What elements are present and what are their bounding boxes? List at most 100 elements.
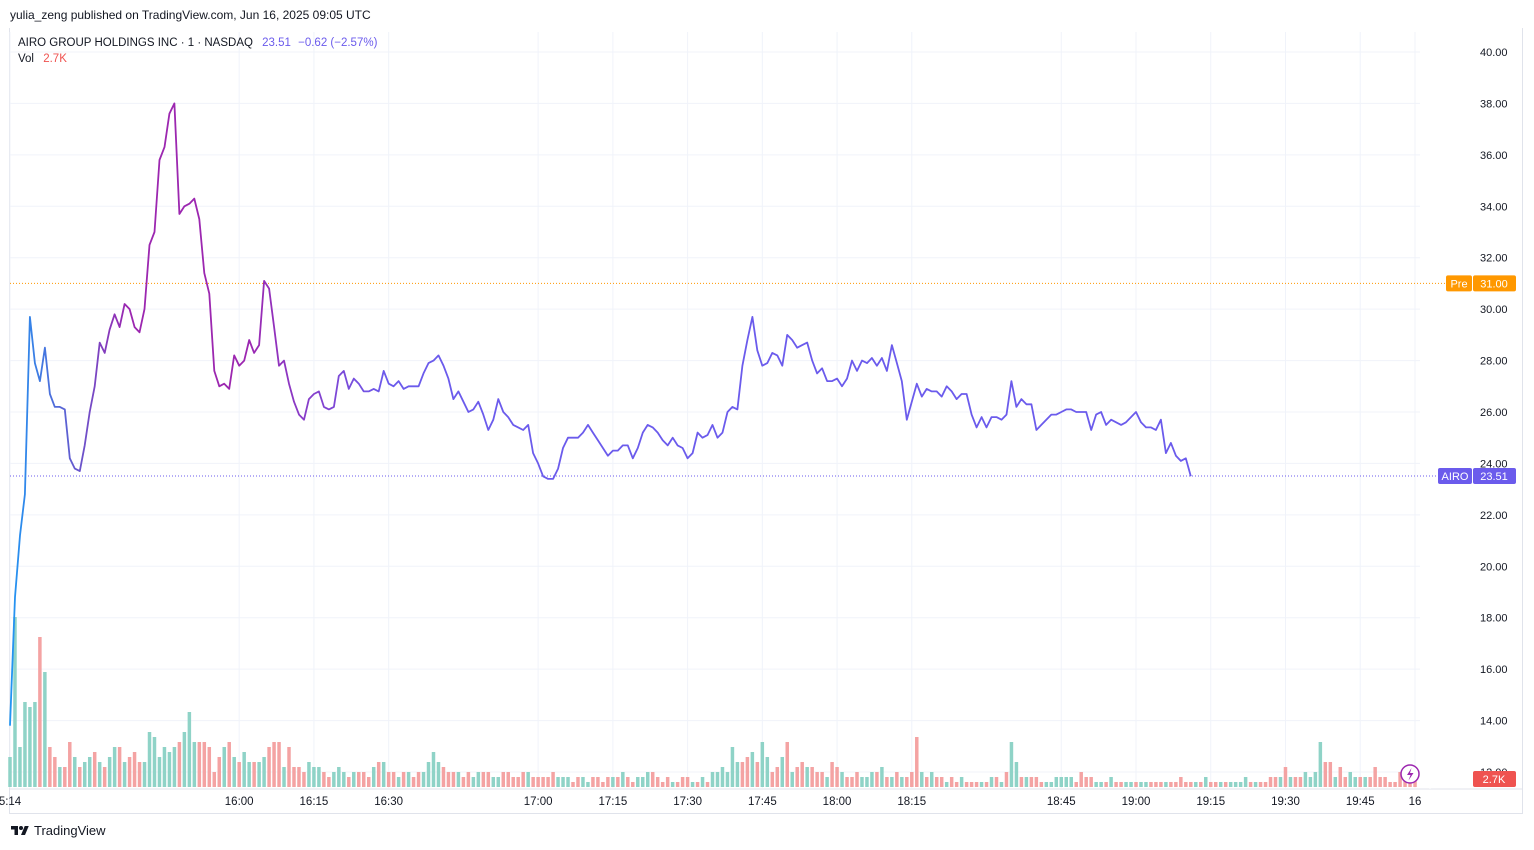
lightning-event-icon[interactable] (1400, 764, 1420, 784)
volume-bar (227, 742, 231, 787)
volume-bar (1398, 772, 1402, 787)
volume-bar (591, 777, 595, 787)
volume-bar (112, 747, 117, 787)
volume-bar (1169, 782, 1173, 787)
volume-bar (287, 747, 291, 787)
volume-bar (416, 772, 421, 787)
volume-bar (735, 762, 740, 787)
volume-bar (1268, 777, 1273, 787)
volume-bar (232, 757, 236, 787)
y-tick-label: 28.00 (1480, 356, 1508, 368)
volume-bar (267, 747, 271, 787)
volume-bar (586, 782, 590, 787)
volume-bar (18, 747, 22, 787)
volume-bar (1343, 777, 1348, 787)
volume-bar (73, 757, 77, 787)
volume-bar (760, 742, 765, 787)
y-tick-label: 34.00 (1480, 201, 1508, 213)
last-tag-value: 23.51 (1480, 471, 1508, 483)
volume-bar (8, 757, 12, 787)
volume-bar (322, 772, 326, 787)
volume-bar (870, 772, 874, 787)
volume-bar (152, 737, 157, 787)
volume-bar (905, 777, 909, 787)
volume-bar (297, 767, 301, 787)
volume-bar (1303, 772, 1308, 787)
volume-bar (890, 777, 894, 787)
volume-bar (167, 752, 172, 787)
volume-bar (750, 752, 755, 787)
volume-bar (810, 767, 814, 787)
volume-bar (621, 772, 625, 787)
x-tick-label: 17:30 (673, 796, 702, 808)
volume-bar (406, 772, 411, 787)
volume-bar (371, 767, 376, 787)
volume-bar (516, 777, 520, 787)
volume-bar (97, 762, 102, 787)
volume-bar (197, 742, 202, 787)
volume-tag-box (1473, 771, 1516, 787)
y-tick-label: 26.00 (1480, 407, 1508, 419)
volume-bar (1134, 782, 1138, 787)
volume-bar (247, 762, 251, 787)
volume-bar (939, 777, 944, 787)
volume-bar (800, 762, 804, 787)
volume-bar (979, 782, 984, 787)
volume-bar (526, 772, 530, 787)
volume-bar (157, 757, 162, 787)
volume-bar (222, 747, 226, 787)
volume-bar (192, 742, 197, 787)
volume-bar (1089, 777, 1093, 787)
volume-bar (1348, 772, 1352, 787)
volume-bar (1049, 782, 1054, 787)
volume-bar (566, 777, 570, 787)
volume-bar (1378, 777, 1382, 787)
volume-bar (142, 762, 147, 787)
volume-bar (352, 772, 356, 787)
volume-bar (850, 777, 854, 787)
volume-bar (1009, 742, 1014, 787)
x-tick-label: 18:45 (1047, 796, 1076, 808)
volume-bar (860, 777, 864, 787)
x-tick-label: 16 (1409, 796, 1422, 808)
volume-bar (292, 767, 296, 787)
volume-bar (436, 762, 441, 787)
volume-bar (1039, 782, 1044, 787)
volume-bar (636, 777, 640, 787)
volume-bar (381, 762, 386, 787)
volume-bar (312, 767, 316, 787)
volume-bar (217, 757, 222, 787)
volume-bar (1253, 782, 1258, 787)
volume-bar (571, 782, 575, 787)
volume-bar (785, 742, 789, 787)
x-tick-label: 19:15 (1196, 796, 1225, 808)
volume-bar (466, 772, 471, 787)
x-tick-label: 16:00 (225, 796, 254, 808)
legend-volume-label[interactable]: Vol (18, 53, 34, 65)
legend-symbol[interactable]: AIRO GROUP HOLDINGS INC · 1 · NASDAQ (18, 37, 253, 49)
tradingview-logo-icon[interactable] (10, 824, 30, 838)
volume-bar (501, 772, 505, 787)
volume-bar (865, 777, 869, 787)
footer-brand[interactable]: TradingView (34, 823, 106, 838)
volume-bar (770, 772, 775, 787)
volume-bar (1363, 777, 1367, 787)
volume-bar (456, 772, 461, 787)
volume-bar (262, 757, 266, 787)
volume-bar (740, 762, 745, 787)
volume-bar (606, 777, 610, 787)
volume-bar (780, 757, 785, 787)
volume-bar (944, 782, 949, 787)
volume-bar (207, 747, 212, 787)
volume-bar (1298, 777, 1303, 787)
pre-tag-label-box (1446, 275, 1472, 292)
volume-bar (685, 777, 690, 787)
volume-bar (1154, 782, 1158, 787)
x-tick-label: 19:00 (1122, 796, 1151, 808)
volume-bar (366, 777, 371, 787)
volume-bar (1004, 772, 1009, 787)
y-tick-label: 22.00 (1480, 510, 1508, 522)
volume-bar (1174, 782, 1178, 787)
volume-bar (910, 772, 914, 787)
